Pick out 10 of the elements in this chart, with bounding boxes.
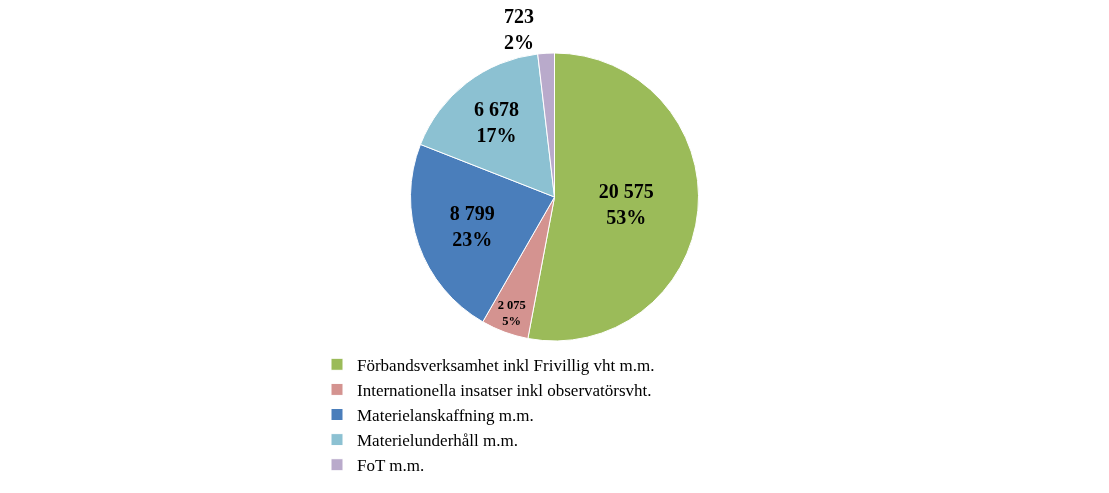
data-label: 723 2%	[504, 5, 535, 54]
legend-label: Förbandsverksamhet inkl Frivillig vht m.m.	[357, 355, 655, 375]
legend-label: Materielanskaffning m.m.	[357, 406, 534, 426]
legend-label: FoT m.m.	[357, 456, 425, 476]
legend-label: Internationella insatser inkl observatörsvht.	[357, 381, 652, 401]
data-label: 20 575 53%	[598, 179, 654, 228]
legend-label: Materielunderhåll m.m.	[357, 431, 518, 451]
data-label: 6 678 17%	[473, 97, 519, 146]
data-label: 2 075 5%	[497, 297, 526, 329]
data-label: 8 799 23%	[449, 201, 495, 250]
